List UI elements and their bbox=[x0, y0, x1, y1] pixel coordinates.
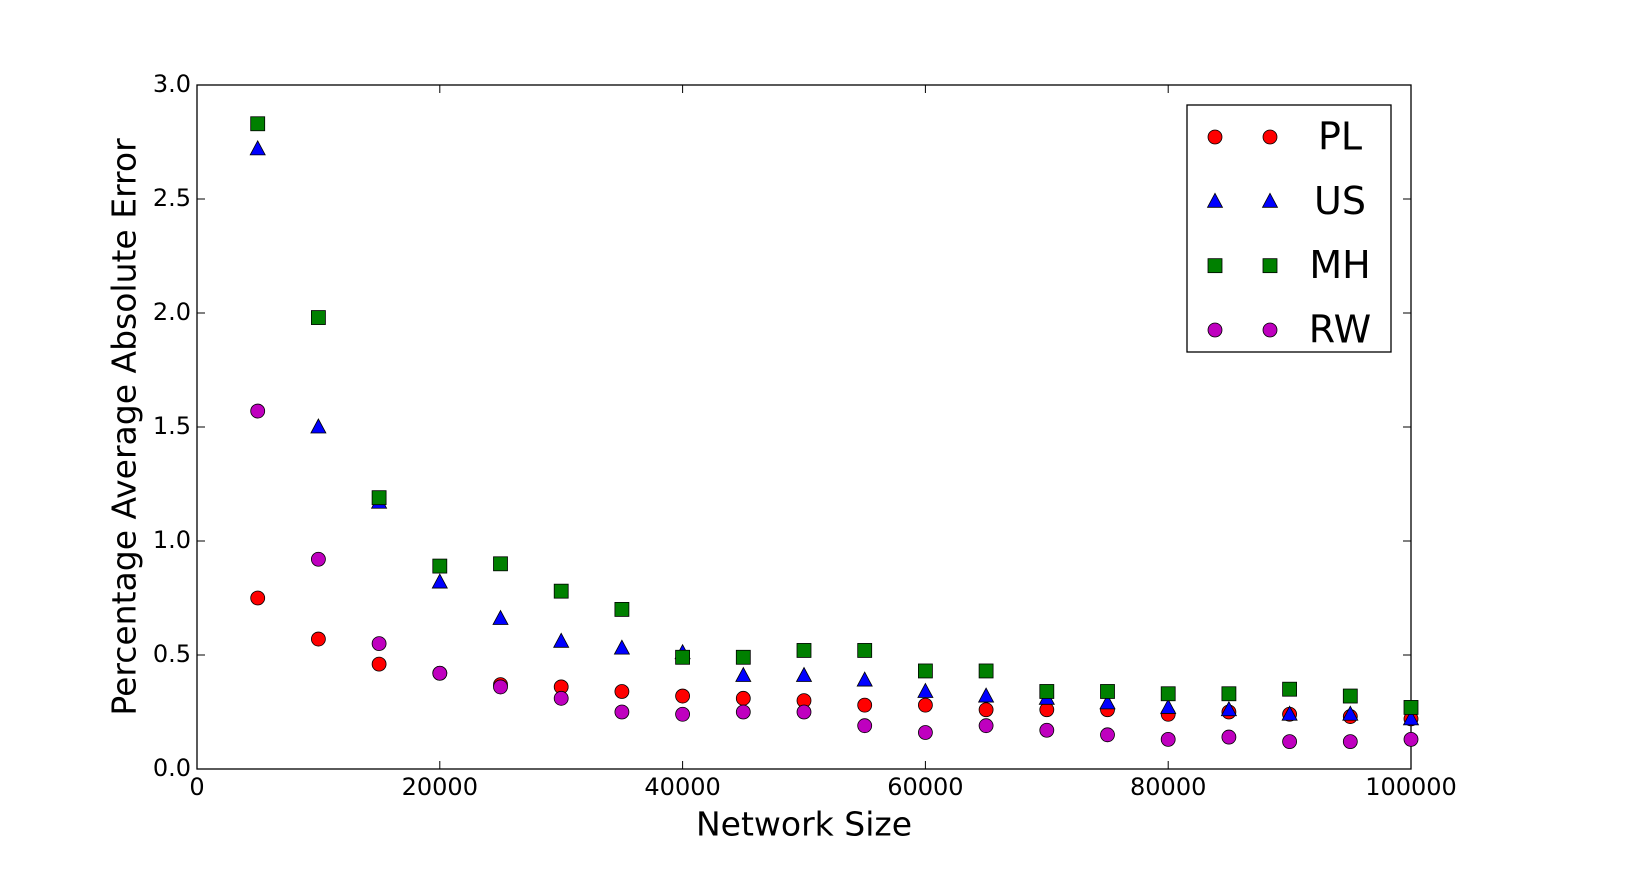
marker-square bbox=[918, 663, 933, 679]
marker-circle bbox=[1039, 722, 1055, 738]
marker-circle bbox=[978, 718, 994, 734]
marker-circle bbox=[918, 725, 933, 740]
marker-triangle bbox=[1342, 705, 1359, 721]
marker-triangle bbox=[1402, 709, 1420, 726]
marker-circle bbox=[310, 631, 326, 647]
marker-square bbox=[978, 663, 994, 679]
marker-triangle bbox=[1220, 700, 1238, 717]
legend-label: US bbox=[1314, 179, 1366, 223]
marker-square bbox=[493, 556, 508, 572]
x-tick-label: 40000 bbox=[644, 773, 720, 801]
marker-circle bbox=[432, 665, 448, 681]
legend-marker bbox=[1262, 129, 1278, 145]
marker-circle bbox=[1342, 734, 1358, 750]
x-axis-label: Network Size bbox=[696, 805, 912, 844]
marker-circle bbox=[796, 704, 812, 720]
marker-square bbox=[796, 643, 812, 658]
marker-circle bbox=[978, 702, 994, 718]
legend-marker bbox=[1261, 192, 1279, 208]
marker-circle bbox=[675, 688, 690, 704]
legend-label: MH bbox=[1309, 243, 1370, 287]
marker-square bbox=[1403, 700, 1419, 715]
marker-square bbox=[614, 602, 630, 617]
marker-triangle bbox=[492, 609, 509, 625]
marker-circle bbox=[250, 403, 266, 419]
x-tick-label: 80000 bbox=[1130, 773, 1206, 801]
marker-circle bbox=[675, 706, 690, 722]
marker-circle bbox=[1221, 729, 1237, 745]
marker-square bbox=[1160, 686, 1176, 702]
marker-square bbox=[432, 558, 448, 574]
y-tick-label: 0.0 bbox=[153, 754, 191, 782]
marker-circle bbox=[371, 656, 387, 672]
marker-square bbox=[553, 583, 569, 599]
marker-square bbox=[250, 116, 266, 132]
marker-circle bbox=[918, 697, 933, 713]
legend-marker bbox=[1206, 192, 1224, 208]
marker-square bbox=[857, 643, 873, 658]
marker-triangle bbox=[977, 687, 995, 703]
marker-circle bbox=[1403, 731, 1419, 747]
marker-triangle bbox=[1099, 694, 1116, 710]
marker-triangle bbox=[735, 666, 752, 682]
legend-label: RW bbox=[1309, 308, 1371, 352]
marker-square bbox=[310, 310, 326, 325]
y-axis-label: Percentage Average Absolute Error bbox=[105, 138, 144, 716]
legend-marker bbox=[1207, 322, 1223, 338]
x-tick-label: 60000 bbox=[887, 773, 963, 801]
marker-triangle bbox=[917, 682, 934, 698]
marker-square bbox=[1282, 681, 1297, 697]
marker-square bbox=[1342, 688, 1358, 704]
marker-triangle bbox=[1281, 705, 1298, 721]
marker-triangle bbox=[431, 573, 448, 589]
marker-circle bbox=[1282, 734, 1297, 750]
legend-marker bbox=[1262, 258, 1278, 274]
y-tick-label: 2.5 bbox=[153, 184, 191, 212]
marker-triangle bbox=[795, 666, 813, 682]
marker-circle bbox=[371, 636, 387, 651]
y-tick-label: 2.0 bbox=[153, 298, 191, 326]
marker-square bbox=[675, 649, 690, 665]
x-tick-label: 0 bbox=[189, 773, 204, 801]
marker-square bbox=[371, 490, 387, 506]
y-tick-label: 3.0 bbox=[153, 70, 191, 98]
y-tick-label: 1.5 bbox=[153, 412, 191, 440]
marker-triangle bbox=[553, 632, 570, 648]
marker-triangle bbox=[613, 639, 631, 655]
marker-triangle bbox=[310, 418, 327, 434]
marker-square bbox=[1221, 686, 1237, 702]
marker-circle bbox=[250, 590, 266, 606]
marker-circle bbox=[614, 684, 630, 699]
marker-triangle bbox=[1160, 698, 1177, 714]
marker-circle bbox=[1100, 727, 1115, 743]
legend-marker bbox=[1207, 258, 1223, 274]
y-tick-label: 0.5 bbox=[153, 640, 191, 668]
legend-label: PL bbox=[1318, 115, 1362, 159]
marker-circle bbox=[735, 690, 751, 706]
marker-triangle bbox=[856, 671, 873, 687]
legend-marker bbox=[1207, 129, 1223, 145]
marker-circle bbox=[614, 704, 630, 720]
marker-triangle bbox=[249, 139, 266, 156]
marker-square bbox=[1039, 684, 1055, 699]
marker-circle bbox=[1160, 731, 1176, 747]
marker-circle bbox=[553, 690, 569, 706]
marker-circle bbox=[857, 697, 873, 713]
marker-square bbox=[735, 649, 751, 665]
marker-circle bbox=[735, 704, 751, 720]
legend-box bbox=[1186, 104, 1392, 353]
marker-square bbox=[1100, 684, 1115, 699]
marker-circle bbox=[493, 679, 508, 695]
marker-circle bbox=[1039, 702, 1055, 718]
marker-circle bbox=[310, 551, 326, 567]
x-tick-label: 20000 bbox=[402, 773, 478, 801]
y-tick-label: 1.0 bbox=[153, 526, 191, 554]
legend-marker bbox=[1262, 322, 1278, 338]
x-tick-label: 100000 bbox=[1365, 773, 1457, 801]
marker-circle bbox=[857, 718, 873, 734]
